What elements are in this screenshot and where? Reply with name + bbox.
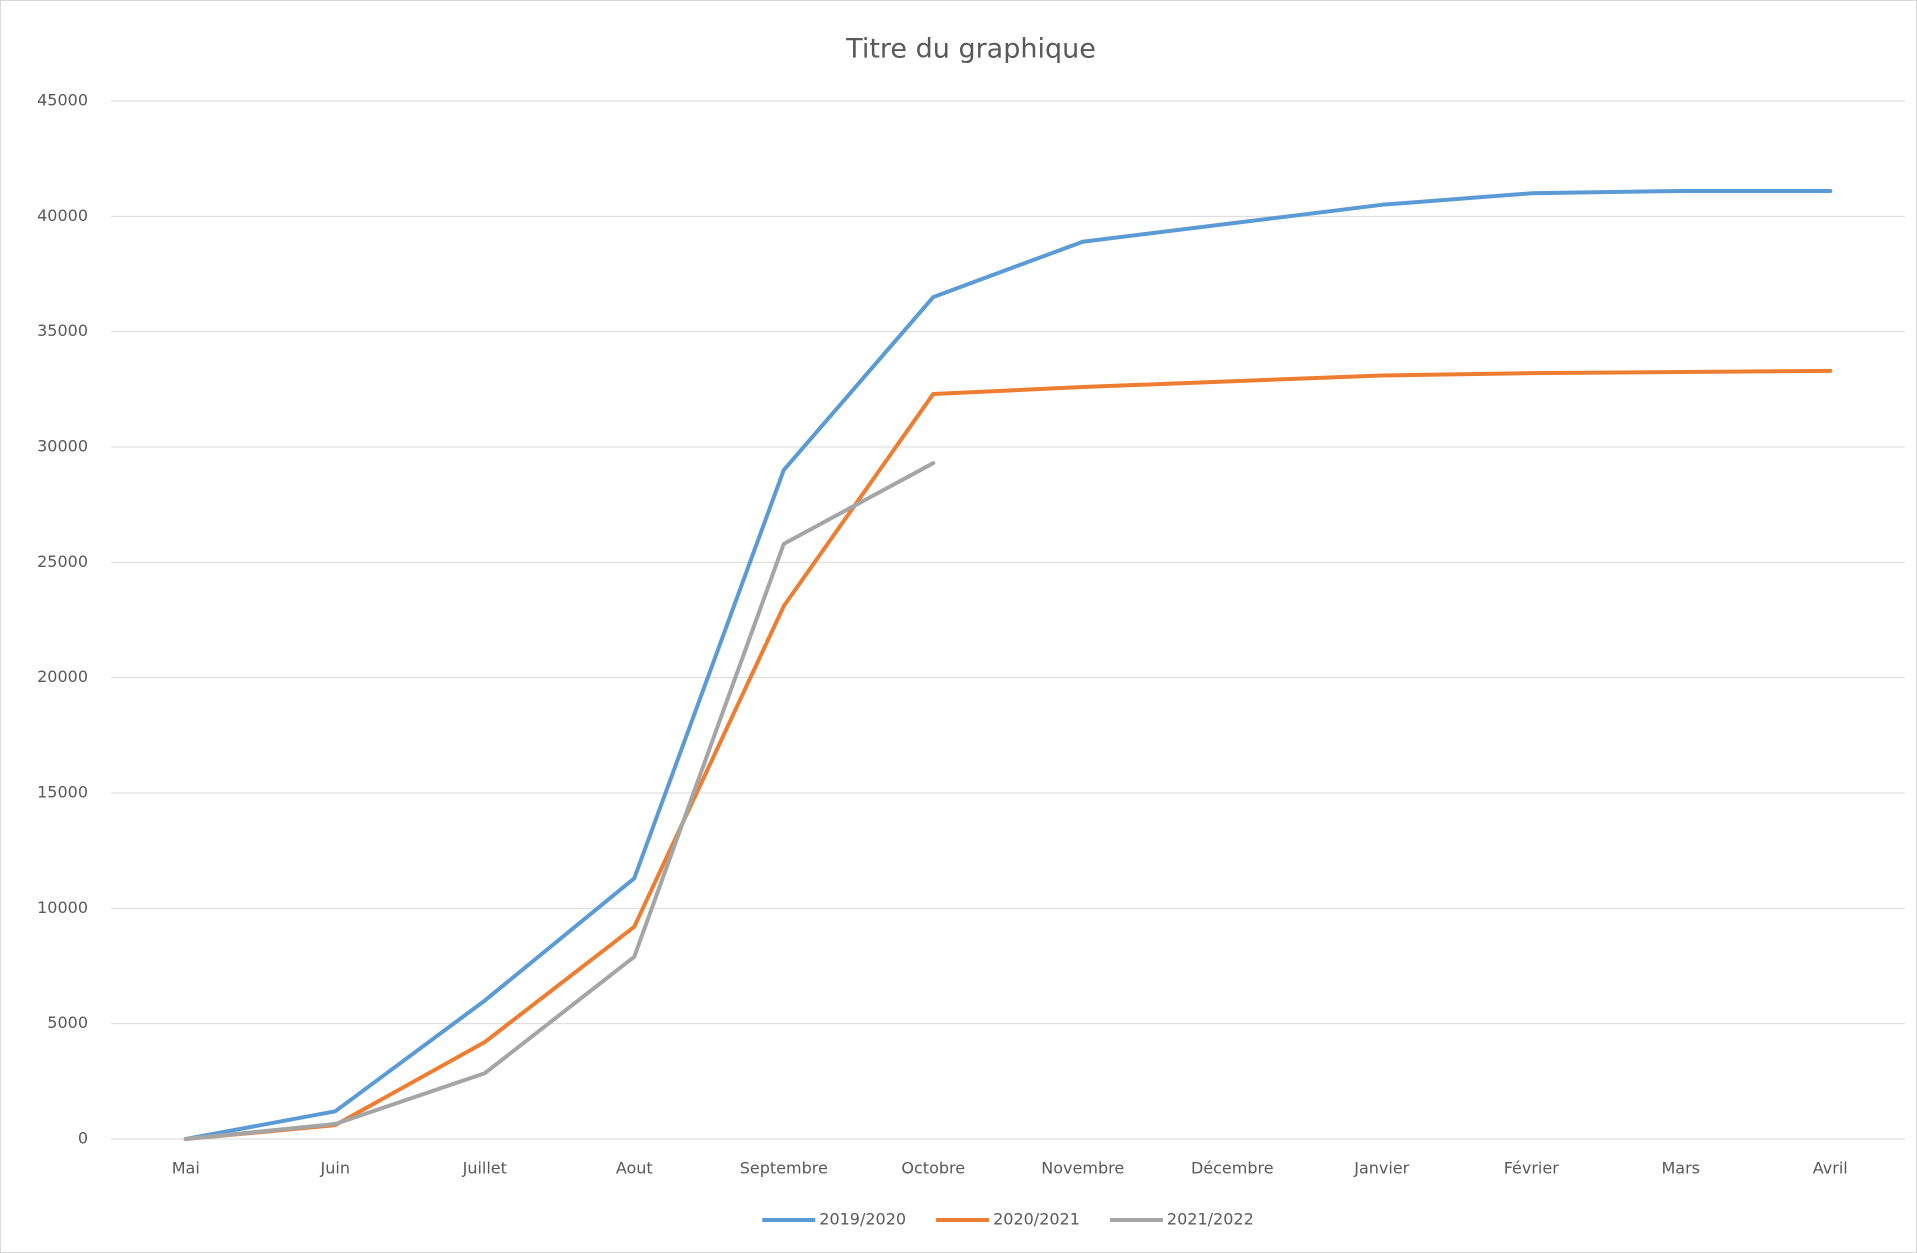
x-tick-label: Avril [1813, 1159, 1848, 1178]
y-tick-label: 20000 [37, 667, 88, 686]
x-tick-label: Mai [172, 1159, 200, 1178]
x-tick-label: Novembre [1041, 1159, 1124, 1178]
y-tick-label: 25000 [37, 552, 88, 571]
x-tick-label: Juin [320, 1159, 350, 1178]
series-line [183, 461, 936, 1141]
y-tick-label: 30000 [37, 437, 88, 456]
legend-label: 2019/2020 [819, 1210, 906, 1229]
series-line [183, 368, 1833, 1141]
x-tick-label: Septembre [740, 1159, 828, 1178]
series-line [183, 188, 1833, 1141]
x-tick-label: Mars [1661, 1159, 1700, 1178]
x-tick-label: Octobre [901, 1159, 965, 1178]
legend: 2019/2020 2020/2021 2021/2022 [762, 1210, 1254, 1229]
y-tick-label: 0 [78, 1129, 88, 1148]
chart-title: Titre du graphique [845, 34, 1096, 65]
y-tick-label: 45000 [37, 91, 88, 110]
y-tick-label: 40000 [37, 206, 88, 225]
x-tick-label: Janvier [1353, 1159, 1409, 1178]
y-tick-label: 35000 [37, 321, 88, 340]
x-tick-label: Décembre [1191, 1159, 1274, 1178]
legend-label: 2020/2021 [993, 1210, 1080, 1229]
y-tick-label: 10000 [37, 898, 88, 917]
y-tick-label: 5000 [47, 1013, 88, 1032]
y-tick-label: 15000 [37, 783, 88, 802]
legend-label: 2021/2022 [1167, 1210, 1254, 1229]
x-tick-label: Aout [616, 1159, 653, 1178]
x-tick-label: Février [1504, 1159, 1560, 1178]
x-tick-label: Juillet [462, 1159, 507, 1178]
